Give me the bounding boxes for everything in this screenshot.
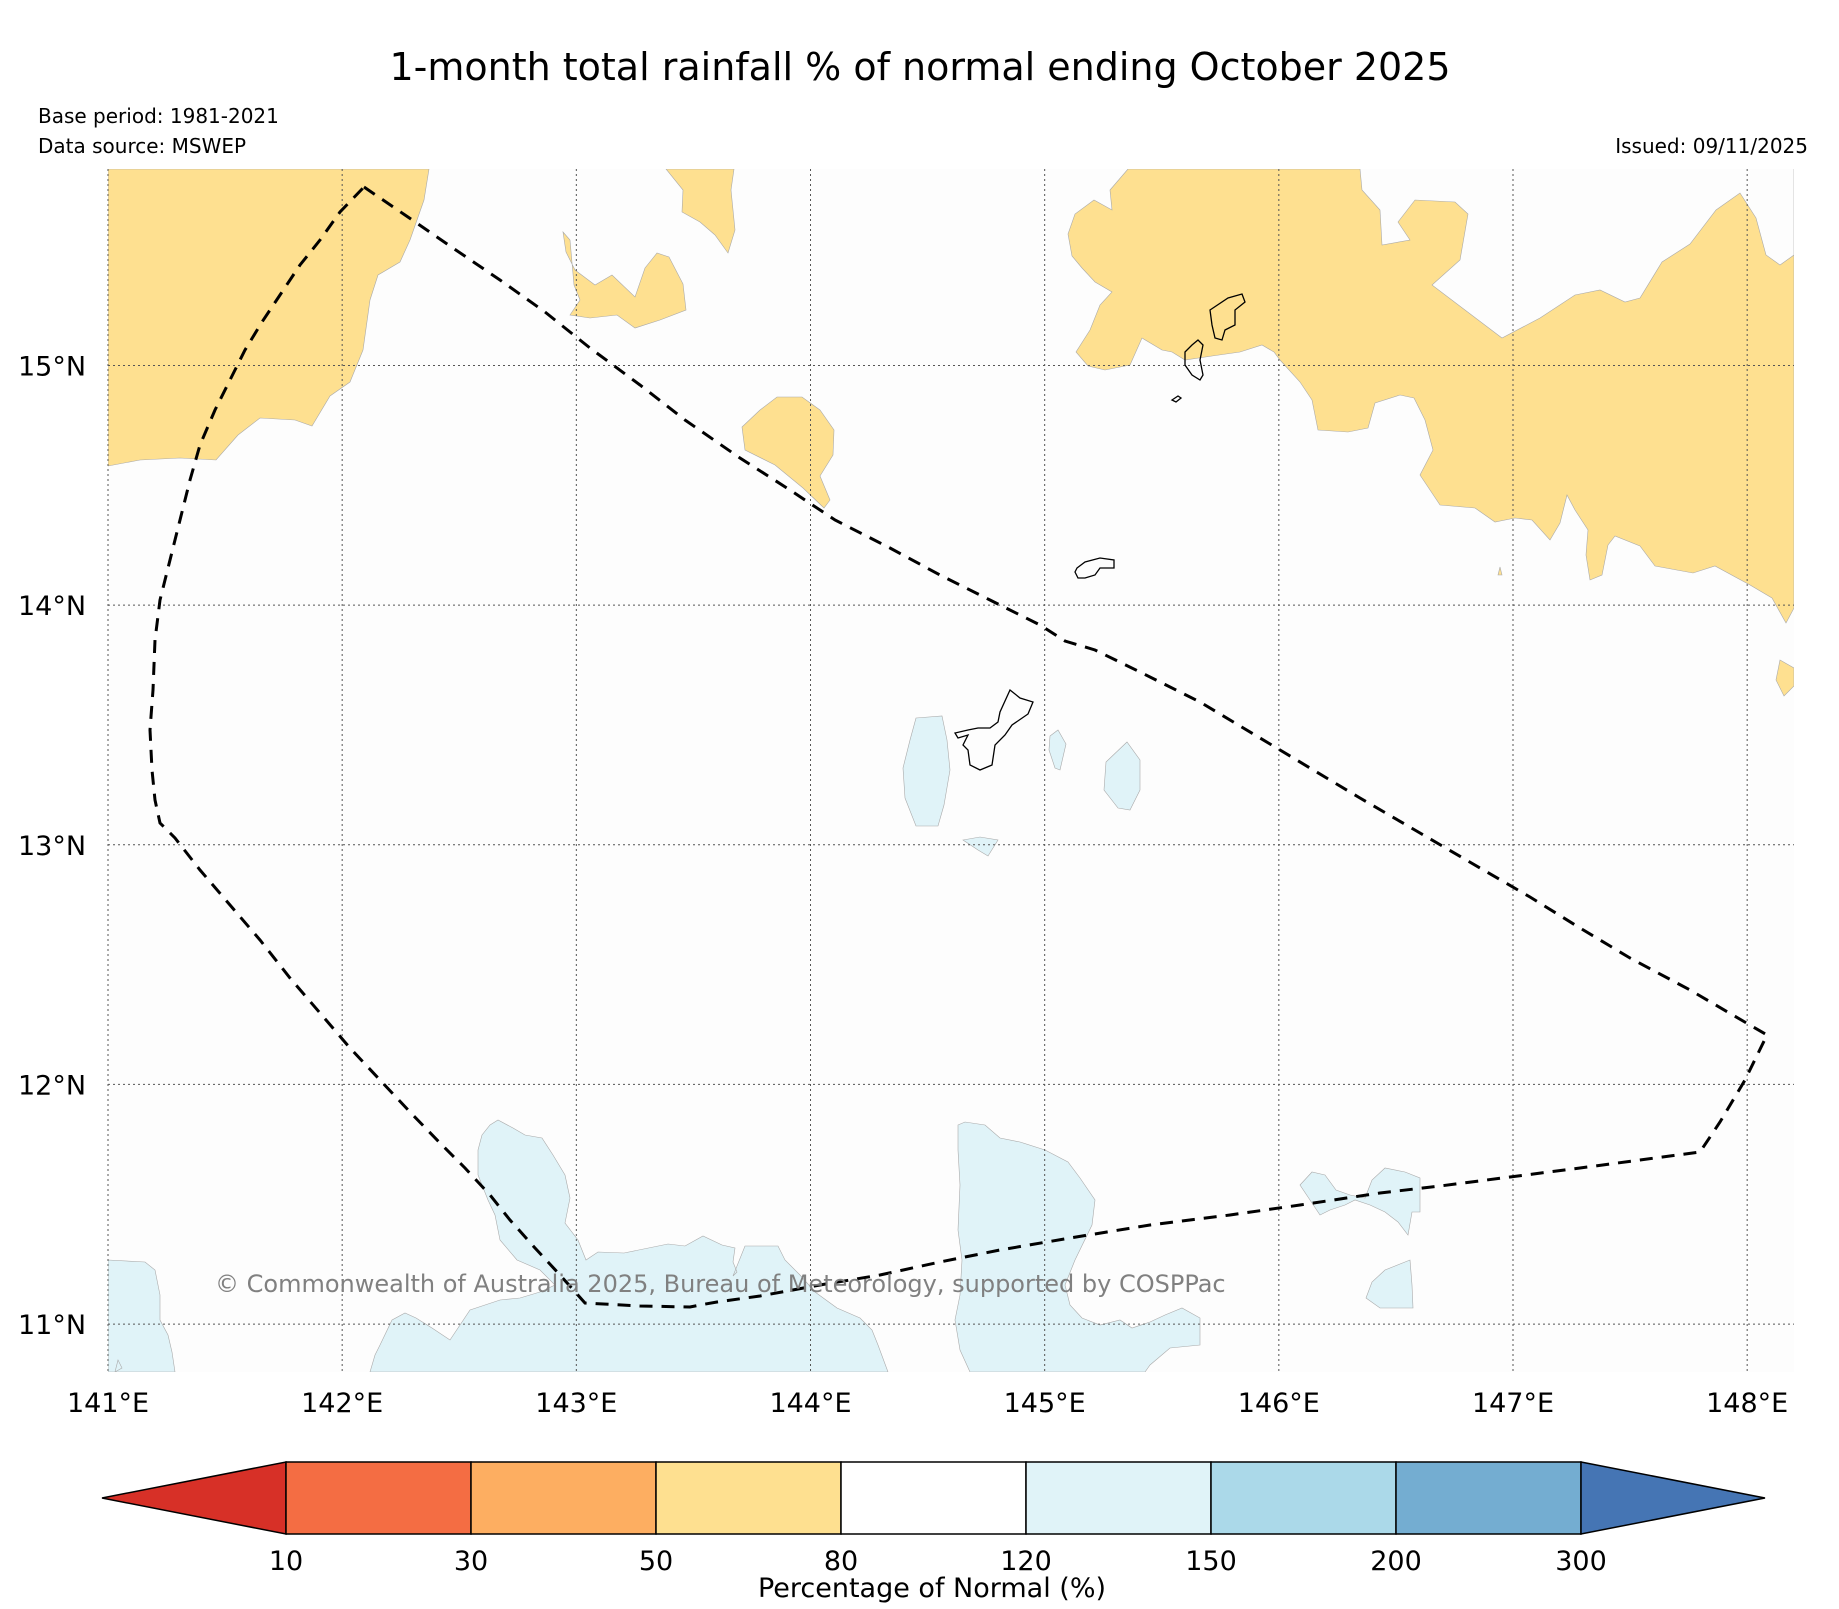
colorbar-extend-low (101, 1461, 287, 1535)
below-normal-area-east-speck (1497, 566, 1503, 576)
guam-outline (953, 688, 1034, 771)
colorbar-extend-high (1580, 1461, 1766, 1535)
rainfall-shading (108, 169, 1794, 1372)
colorbar-cell (840, 1461, 1027, 1535)
axis-labels: 141°E 142°E 143°E 144°E 145°E 146°E 147°E 148°E… (18, 352, 1788, 1419)
below-normal-area-north-islet-2 (665, 169, 736, 254)
below-normal-area-northeast (1067, 169, 1794, 624)
colorbar-cells (101, 1461, 1766, 1535)
colorbar-cell (655, 1461, 842, 1535)
saipan-outline (1209, 293, 1246, 341)
above-normal-area-south-1 (369, 1119, 889, 1372)
colorbar-tick-label: 30 (454, 1546, 488, 1577)
longitude-tick-label: 141°E (67, 1388, 149, 1419)
longitude-tick-label: 143°E (535, 1388, 617, 1419)
colorbar-tick-label: 80 (824, 1546, 858, 1577)
colorbar-label: Percentage of Normal (%) (758, 1573, 1106, 1604)
longitude-tick-label: 142°E (301, 1388, 383, 1419)
below-normal-area-east-islet (1775, 659, 1794, 697)
colorbar: 10 30 50 80 120 150 200 300 Percentage of Norma… (101, 1461, 1766, 1604)
above-normal-area-south-2 (954, 1121, 1201, 1372)
latitude-tick-label: 13°N (18, 831, 86, 862)
colorbar-ticks: 10 30 50 80 120 150 200 300 (269, 1546, 1607, 1577)
below-normal-area-northwest (108, 169, 430, 467)
colorbar-tick-label: 10 (269, 1546, 303, 1577)
above-normal-area-central-3 (1103, 741, 1141, 811)
above-normal-area-central-4 (962, 836, 999, 857)
above-normal-area-southwest (108, 1259, 176, 1372)
latitude-tick-label: 14°N (18, 591, 86, 622)
rota-outline (1074, 557, 1115, 579)
data-source-text: Data source: MSWEP (38, 134, 246, 158)
colorbar-tick-label: 150 (1185, 1546, 1237, 1577)
copyright-credit: © Commonwealth of Australia 2025, Bureau… (215, 1270, 1226, 1298)
aguijan-outline (1170, 395, 1183, 403)
below-normal-area-north-islet-1 (562, 231, 687, 329)
longitude-tick-label: 144°E (769, 1388, 851, 1419)
base-period-text: Base period: 1981-2021 (38, 104, 279, 128)
issued-date-text: Issued: 09/11/2025 (1615, 134, 1808, 158)
colorbar-tick-label: 50 (639, 1546, 673, 1577)
longitude-tick-label: 146°E (1238, 1388, 1320, 1419)
figure-title: 1-month total rainfall % of normal endin… (389, 45, 1450, 89)
eez-boundary (148, 185, 1769, 1309)
colorbar-tick-label: 200 (1370, 1546, 1422, 1577)
above-normal-area-central-1 (902, 715, 951, 827)
above-normal-area-southeast-1 (1299, 1167, 1421, 1236)
colorbar-cell (1025, 1461, 1212, 1535)
colorbar-cell (1210, 1461, 1397, 1535)
colorbar-tick-label: 300 (1555, 1546, 1607, 1577)
above-normal-area-southwest-speck (114, 1359, 123, 1372)
latitude-tick-label: 15°N (18, 352, 86, 383)
longitude-tick-label: 145°E (1004, 1388, 1086, 1419)
longitude-tick-label: 147°E (1472, 1388, 1554, 1419)
colorbar-cell (285, 1461, 472, 1535)
above-normal-area-central-2 (1048, 729, 1067, 771)
colorbar-cell (1395, 1461, 1582, 1535)
tinian-outline (1184, 339, 1204, 381)
colorbar-tick-label: 120 (1000, 1546, 1052, 1577)
colorbar-cell (470, 1461, 657, 1535)
latitude-tick-label: 12°N (18, 1070, 86, 1101)
latitude-tick-label: 11°N (18, 1310, 86, 1341)
island-outlines (953, 293, 1246, 771)
longitude-tick-label: 148°E (1706, 1388, 1788, 1419)
gridlines (107, 169, 1794, 1372)
above-normal-area-southeast-2 (1365, 1259, 1414, 1309)
map-panel: © Commonwealth of Australia 2025, Bureau… (107, 169, 1794, 1372)
